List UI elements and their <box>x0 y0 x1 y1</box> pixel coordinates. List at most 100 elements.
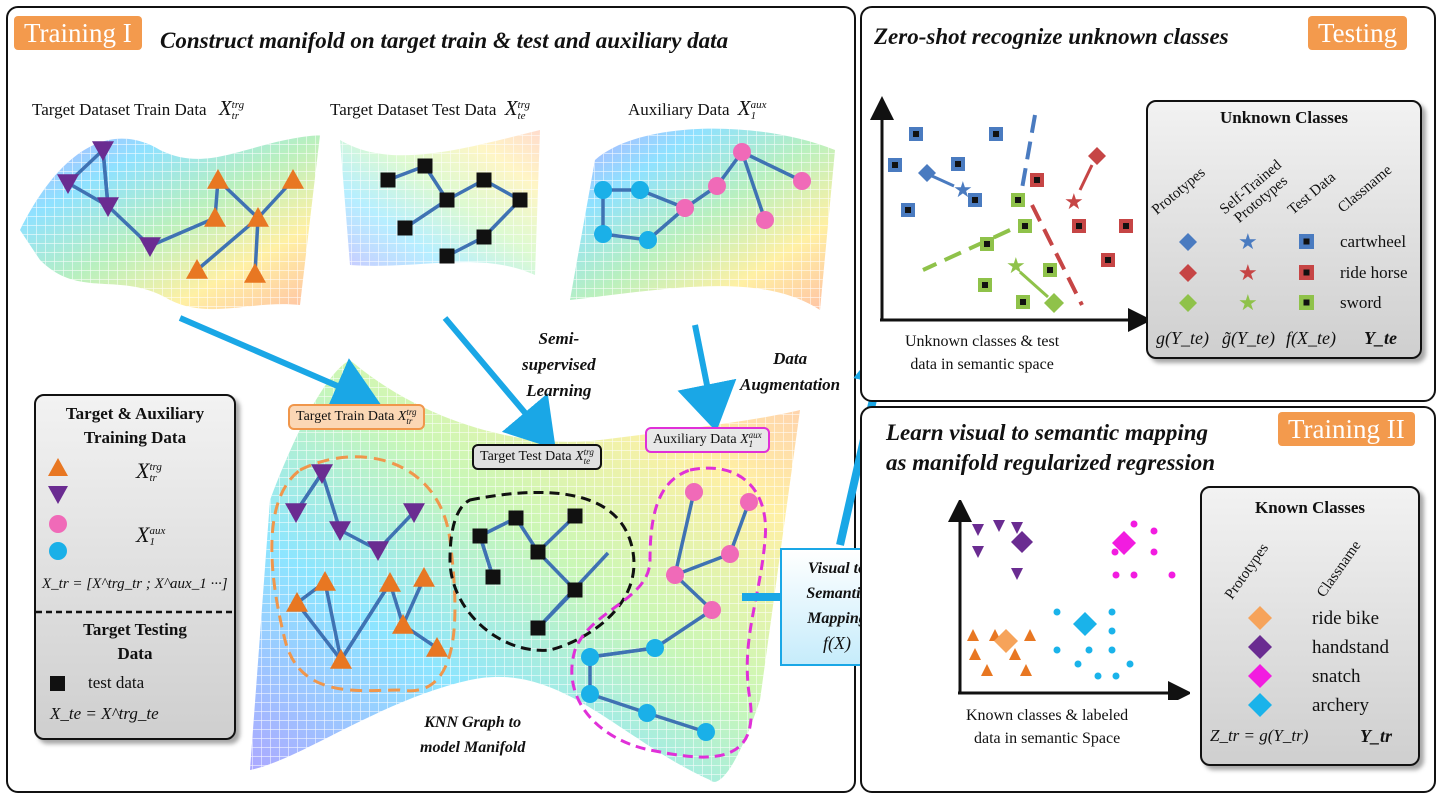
known-legend-symbols <box>1248 606 1272 717</box>
test-square-icon <box>530 544 546 560</box>
test-square-icon <box>476 229 492 245</box>
pink-circle-icon <box>708 177 726 195</box>
test-square-icon <box>567 582 583 598</box>
purple-small-triangle <box>972 546 984 558</box>
knn-edge <box>320 472 342 531</box>
red-self-trained-star: ★ <box>1064 189 1084 214</box>
archery-prototype <box>1073 612 1097 636</box>
lightblue-small-dot <box>1053 646 1061 654</box>
purple-small-triangle <box>1011 568 1023 580</box>
cyan-circle-icon <box>594 181 612 199</box>
purple-triangle-icon <box>367 541 389 561</box>
orange-triangle-icon <box>379 572 401 592</box>
test-square-icon <box>439 248 455 264</box>
blue-prototype <box>918 164 936 182</box>
purple-triangle-icon <box>48 486 68 504</box>
known-footer-y: Y_tr <box>1360 726 1393 746</box>
ssl-label: Semi- supervised Learning <box>522 329 596 400</box>
knn-edge <box>674 552 731 577</box>
cyan-circle-icon <box>646 639 664 657</box>
magenta-small-dot <box>1150 548 1158 556</box>
cyan-circle-icon <box>49 542 67 560</box>
lightblue-small-dot <box>1053 608 1061 616</box>
known-classes-legend: Known Classes Prototypes Classname ride … <box>1200 486 1420 766</box>
training2-title: Learn visual to semantic mapping as mani… <box>886 420 1216 475</box>
orange-triangle-icon <box>282 169 304 189</box>
legend-symbols <box>36 458 234 691</box>
unknown-legend-symbols: ★ ★ ★ <box>1179 229 1314 315</box>
knn-edge <box>741 150 803 183</box>
green-test-point-dot <box>1047 267 1053 273</box>
lightblue-small-dot <box>1112 672 1120 680</box>
green-test-point-dot <box>984 241 990 247</box>
purple-triangle-icon <box>285 503 307 523</box>
knn-edge <box>295 601 343 662</box>
test-square-icon <box>485 569 501 585</box>
purple-triangle-icon <box>329 521 351 541</box>
orange-small-triangle <box>1020 664 1032 676</box>
handstand-prototype <box>1011 531 1033 553</box>
main-manifold <box>250 360 800 782</box>
legend-title: Target & Auxiliary Training Data <box>65 404 205 447</box>
red-test-point-dot <box>1076 223 1082 229</box>
train-manifold <box>20 135 320 310</box>
training2-tag: Training II <box>1278 412 1415 446</box>
pink-circle-icon <box>666 566 684 584</box>
knn-nodes <box>57 141 811 741</box>
training2-axis-caption: Known classes & labeled data in semantic… <box>966 707 1129 747</box>
cyan-circle-icon <box>697 723 715 741</box>
purple-triangle-icon <box>97 197 119 217</box>
lightblue-small-dot <box>1108 627 1116 635</box>
unknown-legend-title: Unknown Classes <box>1219 108 1348 127</box>
blue-test-point-dot <box>972 197 978 203</box>
test-square-icon <box>397 220 413 236</box>
blue-arrow <box>931 174 955 188</box>
purple-triangle-icon <box>139 237 161 257</box>
unknown-class-cartwheel: cartwheel <box>1340 232 1407 251</box>
knn-edge <box>646 711 707 734</box>
unknown-footer-gtilde: g̃(Y_te) <box>1222 328 1275 348</box>
purple-small-triangle <box>993 520 1005 532</box>
pink-circle-icon <box>756 211 774 229</box>
orange-small-triangle <box>1009 648 1021 660</box>
test-square-icon <box>380 172 396 188</box>
orange-small-triangle <box>981 664 993 676</box>
orange-triangle-icon <box>286 592 308 612</box>
knn-edge <box>149 216 216 248</box>
knn-edge <box>323 581 343 661</box>
training2-points <box>967 520 1176 680</box>
lightblue-small-dot <box>1108 608 1116 616</box>
test-square-icon <box>530 620 546 636</box>
training1-graphic <box>20 128 835 782</box>
testing-scatter: ★ ★ ★ <box>870 96 1150 332</box>
pink-circle-icon <box>703 601 721 619</box>
blue-separator <box>1018 114 1037 201</box>
magenta-small-dot <box>1168 571 1176 579</box>
purple-triangle-icon <box>403 503 425 523</box>
arrow-train-to-graph <box>178 315 382 414</box>
knn-edge <box>589 692 648 715</box>
green-star-icon: ★ <box>1238 290 1258 315</box>
lightblue-small-dot <box>1094 672 1102 680</box>
red-diamond-icon <box>1179 264 1197 282</box>
magenta-small-dot <box>1130 520 1138 528</box>
known-class-handstand: handstand <box>1312 637 1390 658</box>
legend-test-title: Target Testing Data <box>83 620 187 663</box>
orange-triangle-icon <box>413 567 435 587</box>
orange-triangle-icon <box>330 649 352 669</box>
knn-edge <box>740 151 767 221</box>
green-separator <box>922 228 1011 272</box>
purple-small-triangle <box>1011 522 1023 534</box>
blue-self-trained-star: ★ <box>953 177 973 202</box>
ride-bike-prototype <box>994 629 1018 653</box>
train-cluster-outline <box>270 455 457 693</box>
lightblue-small-dot <box>1074 660 1082 668</box>
blue-test-point-dot <box>913 131 919 137</box>
